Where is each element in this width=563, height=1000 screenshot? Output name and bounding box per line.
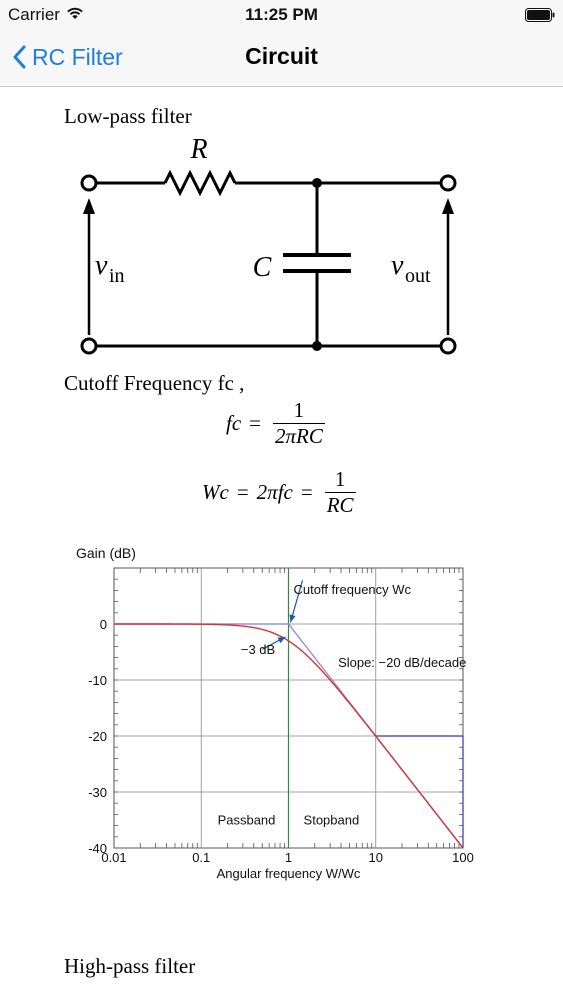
low-pass-heading: Low-pass filter: [64, 104, 192, 128]
x-tick-label: 100: [452, 850, 474, 865]
high-pass-heading: High-pass filter: [64, 954, 196, 978]
arrow-head-icon: [289, 614, 296, 623]
equation-cutoff-frequency: fc = 1 2πRC: [226, 398, 329, 449]
back-button-label: RC Filter: [32, 43, 123, 70]
annotation-cutoff-frequency: Cutoff frequency Wc: [294, 582, 412, 597]
gain-response-line: [114, 623, 464, 849]
status-bar: Carrier 11:25 PM: [0, 0, 563, 30]
page-title: Circuit: [245, 43, 318, 69]
vin-arrow-icon: [83, 198, 95, 214]
y-tick-label: 0: [100, 617, 107, 632]
annotation-passband: Passband: [218, 812, 276, 827]
equation-angular-cutoff: Wc = 2πfc = 1 RC: [202, 467, 360, 518]
output-terminal-bottom: [439, 337, 457, 355]
input-terminal-top: [80, 174, 98, 192]
x-tick-label: 10: [369, 850, 383, 865]
back-button[interactable]: RC Filter: [12, 42, 123, 72]
eq2-middle: 2πfc: [256, 480, 293, 504]
eq2-denominator: RC: [324, 492, 356, 517]
x-axis-label: Angular frequency W/Wc: [217, 866, 361, 881]
navigation-bar: RC Filter Circuit: [0, 30, 563, 87]
x-tick-label: 0.01: [101, 850, 126, 865]
y-tick-label: -30: [88, 785, 107, 800]
cutoff-frequency-label: Cutoff Frequency fc ,: [64, 371, 245, 395]
eq2-numerator: 1: [334, 467, 346, 491]
vout-label: v: [391, 250, 404, 281]
wifi-icon: [67, 7, 83, 19]
y-axis-label: Gain (dB): [76, 545, 136, 561]
output-terminal-top: [439, 174, 457, 192]
eq2-equals-1: =: [236, 480, 249, 504]
carrier-label: Carrier: [8, 5, 60, 24]
y-tick-label: -40: [88, 841, 107, 856]
rc-circuit-diagram: R C v in v out: [80, 134, 457, 355]
bode-plot-chart: Cutoff frequency Wc −3 dB Slope: −20 dB/de…: [76, 545, 474, 881]
vout-arrow-icon: [442, 198, 454, 214]
capacitor-label: C: [253, 252, 272, 283]
vin-subscript: in: [109, 265, 125, 287]
annotation-slope: Slope: −20 dB/decade: [338, 655, 466, 670]
annotation-minus-3db: −3 dB: [241, 642, 275, 657]
resistor-symbol: [163, 169, 237, 197]
eq1-numerator: 1: [293, 398, 305, 422]
y-tick-label: -20: [88, 729, 107, 744]
eq1-equals: =: [249, 411, 261, 435]
eq2-lhs: Wc: [202, 480, 229, 504]
input-terminal-bottom: [80, 337, 98, 355]
arrow-head-icon: [277, 636, 286, 644]
eq1-lhs: fc: [226, 411, 242, 435]
y-tick-label: -10: [88, 673, 107, 688]
x-tick-label: 1: [285, 850, 292, 865]
vout-subscript: out: [405, 265, 431, 287]
battery-icon: [525, 8, 555, 22]
annotation-stopband: Stopband: [304, 812, 360, 827]
status-time: 11:25 PM: [245, 5, 318, 24]
chevron-left-icon: [13, 45, 26, 69]
eq2-equals-2: =: [300, 480, 313, 504]
eq1-denominator: 2πRC: [273, 423, 325, 448]
vin-label: v: [95, 250, 108, 281]
x-tick-label: 0.1: [192, 850, 210, 865]
resistor-label: R: [189, 134, 207, 165]
